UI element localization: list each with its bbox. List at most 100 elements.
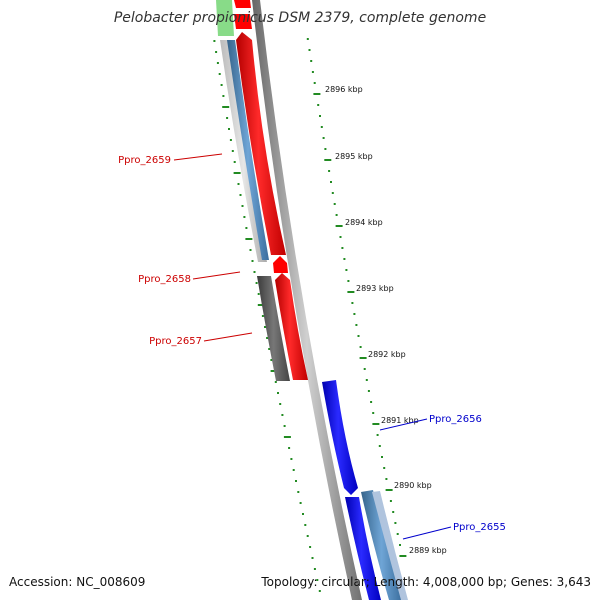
tick-mark-inner (226, 117, 229, 119)
gene-label-ppro-2658[interactable]: Ppro_2658 (138, 274, 191, 285)
tick-mark-outer (353, 313, 356, 315)
tick-mark-outer (389, 500, 392, 502)
gene-ppro-2658-cds (273, 256, 288, 273)
tick-mark-outer (313, 93, 321, 95)
scale-label: 2896 kbp (325, 85, 363, 94)
tick-mark-outer (317, 104, 320, 106)
scale-label: 2891 kbp (381, 416, 419, 425)
genome-stats: Topology: circular; Length: 4,008,000 bp… (261, 575, 591, 589)
tick-mark-inner (239, 194, 242, 196)
tick-mark-inner (292, 469, 295, 471)
tick-mark-inner (253, 271, 256, 273)
tick-mark-inner (215, 51, 218, 53)
tick-mark-inner (243, 216, 246, 218)
tick-mark-inner (277, 392, 279, 394)
tick-mark-inner (261, 315, 264, 317)
gene-label-ppro-2655[interactable]: Ppro_2655 (453, 522, 506, 533)
tick-mark-outer (328, 170, 331, 172)
tick-mark-inner (279, 403, 282, 405)
leader-line (192, 271, 241, 280)
tick-mark-outer (399, 544, 401, 546)
accession-text: Accession: NC_008609 (9, 575, 146, 589)
leader-line (379, 418, 428, 431)
tick-mark-outer (372, 423, 380, 425)
tick-mark-outer (339, 236, 342, 238)
tick-mark-inner (309, 546, 312, 548)
tick-mark-inner (268, 348, 271, 350)
scale-label: 2890 kbp (394, 481, 432, 490)
gene-ppro-2659-cds (236, 32, 286, 255)
tick-mark-inner (218, 73, 221, 75)
tick-mark-inner (295, 480, 297, 482)
tick-mark-inner (316, 579, 319, 581)
gene-label-ppro-2659[interactable]: Ppro_2659 (118, 155, 171, 166)
tick-mark-inner (229, 139, 232, 141)
tick-mark-inner (283, 425, 286, 427)
tick-mark-outer (396, 533, 399, 535)
tick-mark-inner (222, 95, 225, 97)
tick-mark-outer (322, 137, 325, 139)
tick-mark-inner (237, 183, 240, 185)
tick-mark-inner (220, 84, 223, 86)
gene-label-ppro-2656[interactable]: Ppro_2656 (429, 414, 482, 425)
tick-mark-outer (359, 357, 367, 359)
tick-mark-outer (347, 291, 355, 293)
tick-mark-outer (347, 280, 350, 282)
tick-mark-outer (355, 324, 358, 326)
orf-feature-dark (257, 276, 290, 381)
scale-label: 2895 kbp (335, 152, 373, 161)
scale-label: 2894 kbp (345, 218, 383, 227)
tick-mark-inner (233, 161, 236, 163)
tick-mark-inner (222, 106, 230, 108)
gene-labels[interactable]: Ppro_2659 Ppro_2658 Ppro_2657 Ppro_2656 … (118, 153, 506, 540)
tick-mark-inner (233, 172, 241, 174)
tick-mark-inner (255, 282, 258, 284)
scale-label: 2889 kbp (409, 546, 447, 555)
tick-mark-inner (231, 150, 234, 152)
tick-mark-outer (394, 522, 397, 524)
tick-mark-inner (213, 40, 216, 42)
tick-mark-inner (228, 128, 230, 130)
tick-mark-outer (378, 445, 381, 447)
tick-mark-inner (281, 414, 284, 416)
tick-mark-outer (330, 181, 332, 183)
leader-line (203, 332, 253, 342)
cds-feature-top-red (234, 0, 251, 8)
tick-mark-outer (363, 368, 366, 370)
tick-mark-outer (365, 379, 368, 381)
tick-mark-outer (313, 82, 316, 84)
tick-mark-outer (324, 159, 332, 161)
tick-mark-inner (306, 535, 309, 537)
tick-mark-outer (385, 478, 388, 480)
tick-mark-outer (333, 203, 336, 205)
gene-ppro-2657-cds (275, 273, 308, 380)
tick-mark-inner (304, 524, 307, 526)
tick-mark-inner (249, 249, 252, 251)
tick-mark-inner (241, 205, 244, 207)
tick-mark-outer (345, 269, 348, 271)
tick-mark-outer (311, 71, 314, 73)
tick-mark-outer (335, 214, 338, 216)
tick-mark-inner (251, 260, 254, 262)
gene-label-ppro-2657[interactable]: Ppro_2657 (149, 336, 202, 347)
tick-mark-outer (370, 401, 373, 403)
tick-mark-inner (318, 590, 321, 592)
tick-mark-inner (257, 304, 265, 306)
gene-ppro-2655-cds (345, 497, 381, 600)
tick-mark-outer (341, 247, 344, 249)
tick-mark-inner (311, 557, 314, 559)
tick-mark-outer (324, 148, 327, 150)
orf-feature-pale (372, 491, 408, 600)
tick-mark-outer (399, 555, 407, 557)
tick-mark-inner (299, 502, 302, 504)
tick-mark-inner (270, 359, 273, 361)
genome-backbone (252, 0, 362, 600)
scale-labels: 2896 kbp 2895 kbp 2894 kbp 2893 kbp 2892… (325, 85, 447, 555)
tick-mark-outer (335, 225, 343, 227)
orf-feature-steel (227, 40, 269, 260)
tick-mark-outer (392, 511, 395, 513)
tick-mark-inner (274, 381, 277, 383)
cds-arrow-top-red (234, 14, 252, 29)
tick-mark-outer (359, 346, 362, 348)
